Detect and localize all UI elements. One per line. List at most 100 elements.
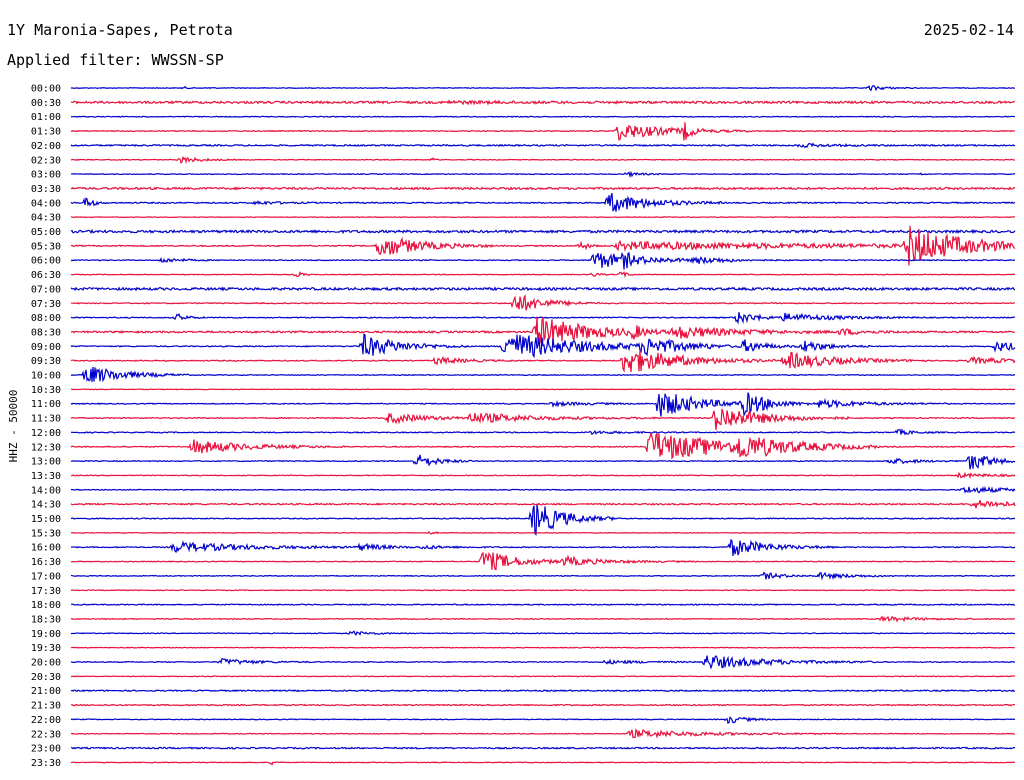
seismic-trace xyxy=(70,603,1016,606)
seismic-trace xyxy=(70,392,1016,418)
seismic-trace xyxy=(70,170,1016,179)
time-label: 21:30 xyxy=(31,701,61,712)
time-label: 10:30 xyxy=(31,385,61,396)
time-label: 12:30 xyxy=(31,442,61,453)
time-label: 09:30 xyxy=(31,356,61,367)
time-label: 07:30 xyxy=(31,299,61,310)
seismic-trace xyxy=(70,252,1016,270)
seismic-trace xyxy=(70,316,1016,346)
time-label: 19:00 xyxy=(31,629,61,640)
time-label: 15:00 xyxy=(31,514,61,525)
time-label: 01:30 xyxy=(31,127,61,138)
seismic-trace xyxy=(70,499,1016,509)
time-label: 05:30 xyxy=(31,241,61,252)
seismic-trace xyxy=(70,155,1016,164)
seismic-trace xyxy=(70,192,1016,212)
seismic-trace xyxy=(70,504,1016,536)
seismic-trace xyxy=(70,689,1016,693)
time-label: 01:00 xyxy=(31,112,61,123)
seismic-trace xyxy=(70,646,1016,649)
time-label: 19:30 xyxy=(31,643,61,654)
time-label: 08:00 xyxy=(31,313,61,324)
seismic-trace xyxy=(70,115,1016,118)
time-tick-labels: 00:00 00:30 01:00 01:30 02:00 02:30 03:00 03:30… xyxy=(31,84,61,769)
time-label: 23:00 xyxy=(31,744,61,755)
time-label: 21:00 xyxy=(31,686,61,697)
seismic-trace xyxy=(70,228,1016,235)
time-label: 13:00 xyxy=(31,457,61,468)
time-label: 22:30 xyxy=(31,729,61,740)
time-label: 18:00 xyxy=(31,600,61,611)
time-label: 10:00 xyxy=(31,371,61,382)
seismic-trace xyxy=(70,746,1016,750)
seismic-trace xyxy=(70,271,1016,279)
channel-label: HHZ - 50000 xyxy=(7,390,20,463)
seismic-trace xyxy=(70,408,1016,431)
seismic-trace xyxy=(70,99,1016,106)
seismic-trace xyxy=(70,432,1016,460)
seismic-trace xyxy=(70,225,1016,266)
time-label: 14:30 xyxy=(31,500,61,511)
time-label: 18:30 xyxy=(31,614,61,625)
seismic-trace xyxy=(70,142,1016,149)
time-label: 16:30 xyxy=(31,557,61,568)
seismic-trace xyxy=(70,485,1016,494)
time-label: 06:30 xyxy=(31,270,61,281)
time-label: 17:30 xyxy=(31,586,61,597)
time-label: 08:30 xyxy=(31,327,61,338)
seismic-trace xyxy=(70,655,1016,670)
time-label: 06:00 xyxy=(31,256,61,267)
seismic-trace xyxy=(70,428,1016,436)
time-label: 09:00 xyxy=(31,342,61,353)
seismic-trace xyxy=(70,615,1016,623)
time-label: 05:00 xyxy=(31,227,61,238)
time-label: 20:00 xyxy=(31,658,61,669)
time-label: 20:30 xyxy=(31,672,61,683)
seismic-trace xyxy=(70,703,1016,707)
time-label: 04:00 xyxy=(31,198,61,209)
seismic-trace xyxy=(70,294,1016,311)
time-label: 14:00 xyxy=(31,485,61,496)
seismic-trace xyxy=(70,186,1016,191)
seismic-trace xyxy=(70,716,1016,724)
seismic-trace xyxy=(70,589,1016,592)
seismic-trace xyxy=(70,728,1016,739)
time-label: 03:30 xyxy=(31,184,61,195)
time-label: 11:30 xyxy=(31,414,61,425)
seismic-trace xyxy=(70,454,1016,470)
seismic-trace xyxy=(70,538,1016,557)
seismic-trace xyxy=(70,286,1016,292)
time-label: 00:00 xyxy=(31,84,61,95)
seismic-trace xyxy=(70,216,1016,219)
filter-label: Applied filter: WWSSN-SP xyxy=(7,51,224,69)
time-label: 02:30 xyxy=(31,155,61,166)
plot-date: 2025-02-14 xyxy=(923,21,1014,39)
seismic-trace xyxy=(70,571,1016,581)
seismic-trace xyxy=(70,471,1016,480)
station-title: 1Y Maronia-Sapes, Petrota xyxy=(7,21,233,39)
seismic-trace xyxy=(70,551,1016,571)
seismic-trace xyxy=(70,85,1016,92)
time-label: 23:30 xyxy=(31,758,61,769)
seismic-trace xyxy=(70,630,1016,637)
seismic-trace xyxy=(70,333,1016,359)
time-label: 13:30 xyxy=(31,471,61,482)
seismic-trace xyxy=(70,675,1016,678)
seismic-trace xyxy=(70,530,1016,535)
seismic-trace xyxy=(70,367,1016,383)
time-label: 02:00 xyxy=(31,141,61,152)
time-label: 03:00 xyxy=(31,170,61,181)
trace-group xyxy=(70,85,1016,766)
seismic-trace xyxy=(70,350,1016,373)
time-label: 12:00 xyxy=(31,428,61,439)
time-label: 17:00 xyxy=(31,571,61,582)
time-label: 11:00 xyxy=(31,399,61,410)
time-label: 16:00 xyxy=(31,543,61,554)
time-label: 15:30 xyxy=(31,528,61,539)
seismic-trace xyxy=(70,388,1016,391)
seismic-trace xyxy=(70,122,1016,141)
time-label: 04:30 xyxy=(31,213,61,224)
time-label: 22:00 xyxy=(31,715,61,726)
time-label: 07:00 xyxy=(31,284,61,295)
